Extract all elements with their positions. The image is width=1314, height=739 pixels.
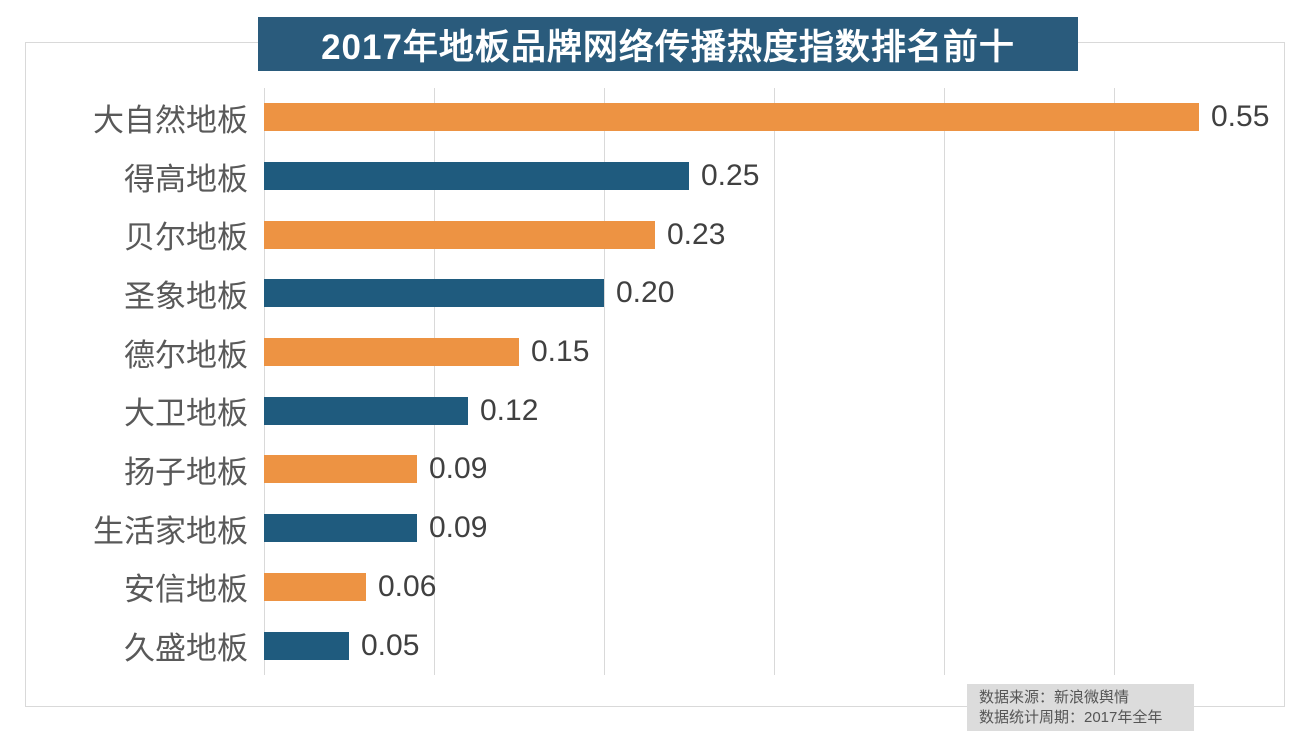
bar [264, 514, 417, 543]
bar [264, 455, 417, 484]
source-note-line2: 数据统计周期：2017年全年 [979, 709, 1163, 726]
vertical-gridline [1114, 88, 1115, 675]
bar-row: 德尔地板 0.15 [25, 323, 1286, 382]
bar-row: 得高地板 0.25 [25, 147, 1286, 206]
category-label: 大自然地板 [93, 102, 248, 138]
bar-row: 久盛地板 0.05 [25, 616, 1286, 675]
value-label: 0.06 [378, 569, 437, 603]
bar [264, 338, 519, 367]
category-label: 久盛地板 [124, 631, 248, 667]
chart-frame [25, 42, 1285, 707]
source-note-line1: 数据来源：新浪微舆情 [979, 689, 1130, 706]
bar-row: 生活家地板 0.09 [25, 499, 1286, 558]
bar-track: 0.25 [264, 147, 1286, 206]
bar-track: 0.23 [264, 205, 1286, 264]
bar-track: 0.15 [264, 323, 1286, 382]
value-label: 0.25 [701, 159, 760, 193]
bar-row: 安信地板 0.06 [25, 558, 1286, 617]
bar-row: 贝尔地板 0.23 [25, 205, 1286, 264]
vertical-gridline [1284, 88, 1285, 675]
bar-track: 0.09 [264, 499, 1286, 558]
value-label: 0.23 [667, 217, 726, 251]
bar [264, 162, 689, 191]
bar-row: 大自然地板 0.55 [25, 88, 1286, 147]
vertical-gridline [774, 88, 775, 675]
value-label: 0.55 [1211, 100, 1270, 134]
bar-track: 0.05 [264, 616, 1286, 675]
category-label: 圣象地板 [124, 278, 248, 314]
source-note: 数据来源：新浪微舆情 数据统计周期：2017年全年 [967, 684, 1194, 731]
bar [264, 220, 655, 249]
vertical-gridline [604, 88, 605, 675]
category-label: 贝尔地板 [124, 220, 248, 256]
bar-row: 扬子地板 0.09 [25, 440, 1286, 499]
bar [264, 572, 366, 601]
bar-track: 0.12 [264, 381, 1286, 440]
vertical-gridline [944, 88, 945, 675]
value-label: 0.20 [616, 276, 675, 310]
chart-title: 2017年地板品牌网络传播热度指数排名前十 [258, 17, 1078, 71]
category-label: 大卫地板 [124, 396, 248, 432]
bar [264, 631, 349, 660]
gridlines [264, 88, 1285, 675]
category-label: 得高地板 [124, 161, 248, 197]
bar-row: 圣象地板 0.20 [25, 264, 1286, 323]
bar-track: 0.09 [264, 440, 1286, 499]
bar-track: 0.06 [264, 558, 1286, 617]
bar [264, 279, 604, 308]
value-label: 0.09 [429, 452, 488, 486]
y-axis-line [264, 88, 265, 675]
category-label: 安信地板 [124, 572, 248, 608]
category-label: 生活家地板 [93, 513, 248, 549]
vertical-gridline [434, 88, 435, 675]
category-label: 扬子地板 [124, 454, 248, 490]
bar-row: 大卫地板 0.12 [25, 381, 1286, 440]
bar [264, 103, 1199, 132]
category-label: 德尔地板 [124, 337, 248, 373]
bar-track: 0.55 [264, 88, 1286, 147]
value-label: 0.05 [361, 628, 420, 662]
bar [264, 396, 468, 425]
bar-track: 0.20 [264, 264, 1286, 323]
value-label: 0.12 [480, 393, 539, 427]
plot-rows: 大自然地板 0.55 得高地板 0.25 贝尔地板 0.23 圣象地板 0.20 德尔地板 0.1… [25, 88, 1286, 675]
value-label: 0.15 [531, 335, 590, 369]
value-label: 0.09 [429, 511, 488, 545]
